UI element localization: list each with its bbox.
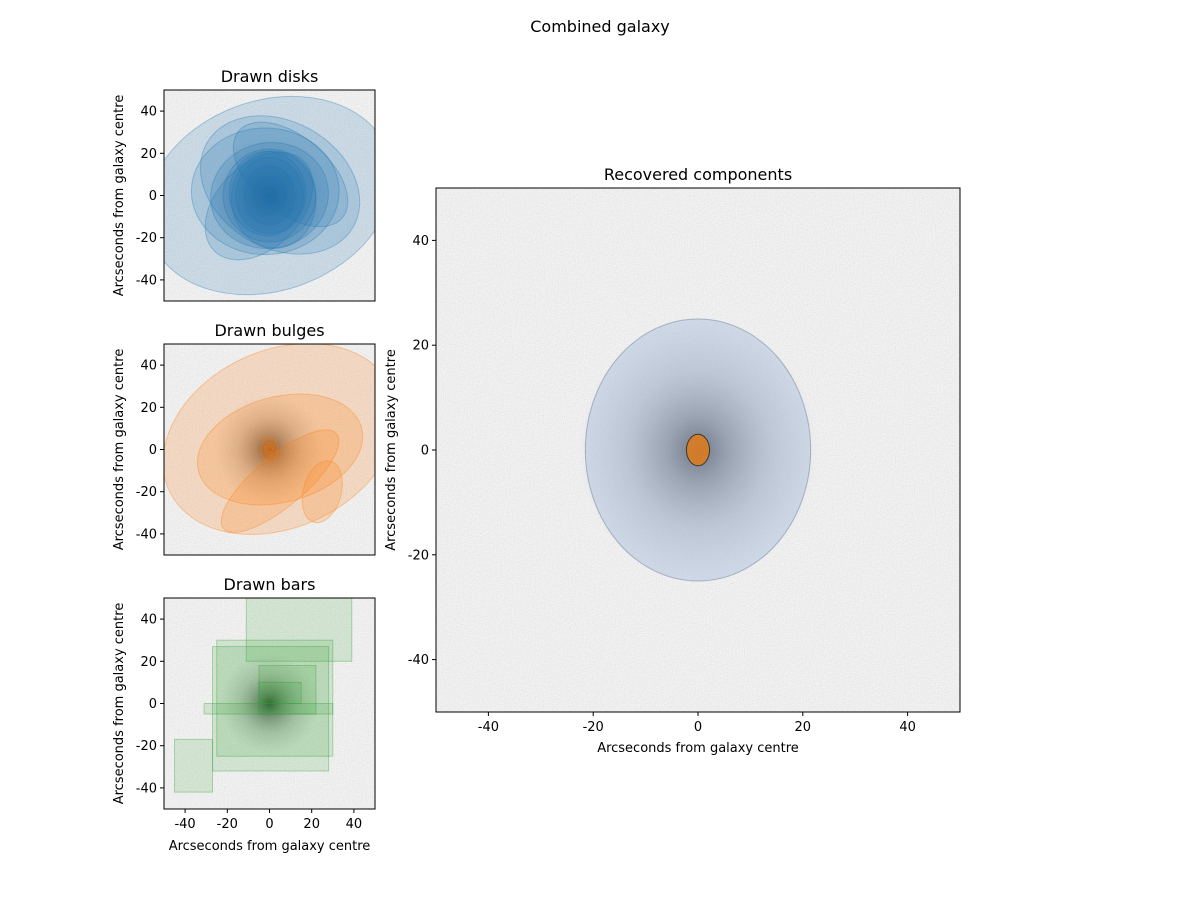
x-tick-label: -20 [217,817,238,832]
bar-component [258,665,317,715]
panel-recovered-components: Recovered components 40 20 0 -20 -40 -40 -20 0… [384,165,961,756]
bulge-component [164,344,375,535]
bar-component [216,639,334,757]
bulge-component [220,429,340,533]
panel-title: Recovered components [604,165,792,184]
disk-component [230,150,317,249]
disk-component [190,127,340,256]
y-tick-label: 40 [140,613,157,628]
x-axis-label: Arcseconds from galaxy centre [597,741,799,756]
y-axis: 40 20 0 -20 -40 [136,359,164,542]
y-tick-label: 40 [412,234,429,249]
y-axis-label: Arcseconds from galaxy centre [112,95,127,297]
galaxy-light [219,653,320,754]
y-tick-label: 20 [140,147,157,162]
y-tick-label: 0 [149,443,157,458]
y-tick-label: -20 [136,739,157,754]
bulge-component [260,436,279,463]
y-axis: 40 20 0 -20 -40 [136,613,164,796]
bar-component [212,646,330,772]
bar-component [174,738,214,793]
bar-component [258,681,302,705]
bar-component [245,598,353,662]
component-overlays [164,344,375,535]
disk-component [204,151,314,261]
galaxy-light [209,135,330,256]
x-tick-label: 0 [694,720,702,735]
disk-component [252,176,287,215]
bulge-component [265,445,274,454]
disk-component [222,148,317,243]
recovered-bulge-component [685,433,711,467]
y-tick-label: -20 [408,548,429,563]
x-axis: -40 -20 0 20 40 [478,712,916,735]
bulge-component [301,460,343,524]
component-overlays [164,95,375,296]
disk-component [235,157,304,234]
component-overlays [584,318,812,582]
y-tick-label: -40 [136,527,157,542]
y-tick-label: -40 [136,273,157,288]
x-tick-label: 20 [303,817,320,832]
x-axis: -40 -20 0 20 40 [174,809,362,832]
x-tick-label: 20 [795,720,812,735]
x-tick-label: -40 [174,817,195,832]
panel-title: Drawn bars [224,575,316,594]
panel-title: Drawn bulges [214,321,324,340]
x-axis-label: Arcseconds from galaxy centre [169,839,371,854]
y-tick-label: 20 [412,339,429,354]
galaxy-light [214,394,325,505]
y-tick-label: 20 [140,655,157,670]
x-tick-label: -20 [583,720,604,735]
y-axis-label: Arcseconds from galaxy centre [384,349,399,551]
component-overlays [174,598,353,793]
x-tick-label: -40 [478,720,499,735]
disk-component [243,165,296,226]
y-tick-label: 40 [140,105,157,120]
y-tick-label: 20 [140,401,157,416]
y-axis: 40 20 0 -20 -40 [136,105,164,288]
panel-drawn-bulges: Drawn bulges 40 20 0 -20 -40 Arcseconds from… [112,321,376,556]
disk-component [199,115,361,255]
bulge-component [263,442,276,457]
y-tick-label: 40 [140,359,157,374]
panel-title: Drawn disks [221,67,319,86]
y-tick-label: 0 [421,444,429,459]
x-tick-label: 40 [346,817,363,832]
y-axis-label: Arcseconds from galaxy centre [112,349,127,551]
y-tick-label: -40 [136,781,157,796]
x-tick-label: 0 [265,817,273,832]
y-tick-label: -20 [136,485,157,500]
disk-component [164,95,375,296]
panel-drawn-bars: Drawn bars 40 20 0 -20 -40 -40 -20 0 20 40 Arcse… [112,575,376,854]
bar-component [203,703,334,715]
figure-title: Combined galaxy [530,17,670,36]
y-tick-label: 0 [149,189,157,204]
disk-component [228,150,306,237]
x-tick-label: 40 [899,720,916,735]
y-tick-label: -40 [408,653,429,668]
bulge-component [196,393,364,506]
y-tick-label: 0 [149,697,157,712]
y-tick-label: -20 [136,231,157,246]
y-axis: 40 20 0 -20 -40 [408,234,436,668]
y-axis-label: Arcseconds from galaxy centre [112,603,127,805]
panel-drawn-disks: Drawn disks 40 20 0 -20 -40 Arcseconds from … [112,67,376,302]
disk-component [232,121,349,228]
disk-component [210,142,329,249]
